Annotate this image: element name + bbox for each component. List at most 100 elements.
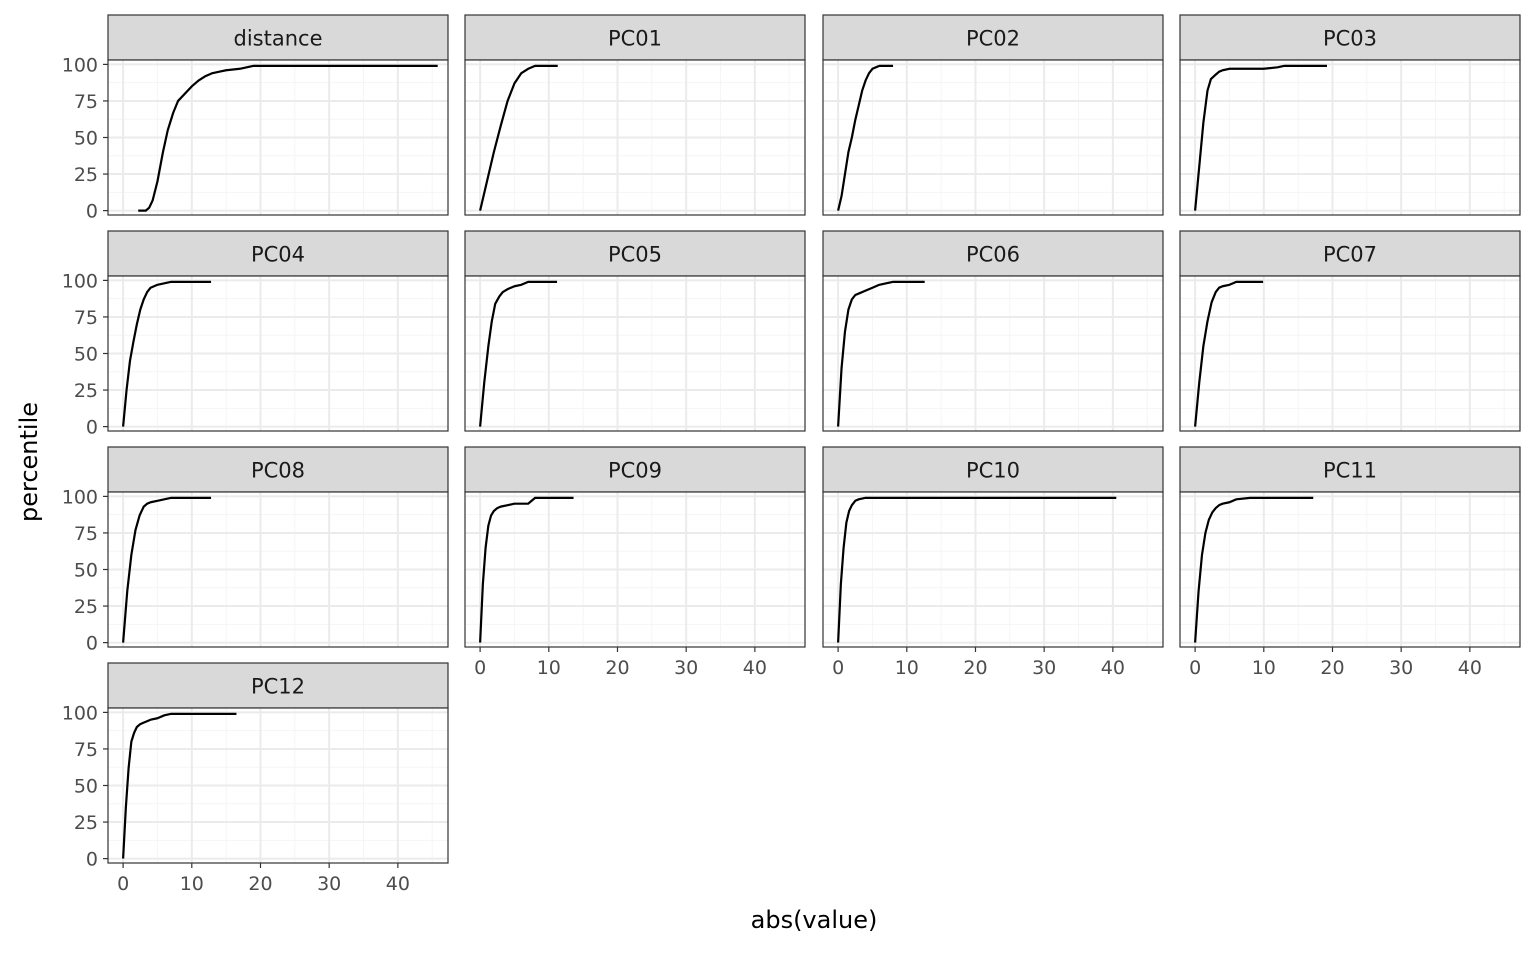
x-tick-label: 30	[1032, 657, 1056, 679]
facet-panel: PC03	[1179, 14, 1521, 216]
x-tick-label: 10	[895, 657, 919, 679]
x-tick-label: 10	[537, 657, 561, 679]
x-tick-label: 30	[674, 657, 698, 679]
facet-panel: PC06	[822, 230, 1164, 432]
x-tick-label: 10	[180, 873, 204, 895]
series-line-PC04	[122, 280, 212, 427]
y-tick-label: 100	[62, 702, 98, 724]
x-tick-label: 20	[605, 657, 629, 679]
facet-panel: PC02	[822, 14, 1164, 216]
facet-strip	[464, 230, 806, 277]
panel-border	[822, 59, 1164, 216]
facet-strip-label: PC01	[608, 27, 662, 51]
x-tick-label: 10	[1252, 657, 1276, 679]
x-tick-label: 20	[1320, 657, 1344, 679]
facet-panel: PC12 0 25 50 75 100 0 10 20 30 40	[62, 662, 449, 895]
facet-strip-label: distance	[234, 27, 323, 51]
y-tick-label: 25	[74, 164, 98, 186]
y-tick-label: 100	[62, 270, 98, 292]
series-line-PC07	[1194, 280, 1264, 427]
y-tick-label: 50	[74, 344, 98, 366]
facet-strip	[822, 446, 1164, 493]
series-line-PC03	[1194, 64, 1327, 211]
x-tick-label: 20	[248, 873, 272, 895]
facet-strip-label: PC07	[1323, 243, 1377, 267]
y-tick-label: 75	[74, 307, 98, 329]
facet-strip-label: PC04	[251, 243, 305, 267]
x-tick-label: 0	[1189, 657, 1201, 679]
x-tick-label: 40	[1458, 657, 1482, 679]
series-line-distance	[138, 64, 438, 212]
facet-strip	[107, 446, 449, 493]
facet-strip	[1179, 446, 1521, 493]
facet-strip-label: PC02	[966, 27, 1020, 51]
y-tick-label: 50	[74, 560, 98, 582]
x-tick-label: 30	[317, 873, 341, 895]
facet-strip-label: PC08	[251, 459, 305, 483]
y-tick-label: 75	[74, 523, 98, 545]
series-line-PC11	[1194, 496, 1314, 643]
panel-border	[1179, 275, 1521, 432]
facet-panel: PC05	[464, 230, 806, 432]
x-axis-title: abs(value)	[751, 906, 878, 934]
y-tick-label: 0	[86, 633, 98, 655]
facet-strip-label: PC03	[1323, 27, 1377, 51]
y-tick-label: 0	[86, 417, 98, 439]
y-tick-label: 50	[74, 128, 98, 150]
panel-border	[464, 491, 806, 648]
facet-strip	[107, 230, 449, 277]
x-tick-label: 20	[963, 657, 987, 679]
series-line-PC01	[479, 64, 558, 211]
series-line-PC10	[837, 496, 1117, 643]
x-tick-label: 0	[117, 873, 129, 895]
y-tick-label: 100	[62, 54, 98, 76]
facet-strip-label: PC11	[1323, 459, 1377, 483]
panel-border	[1179, 491, 1521, 648]
facet-strip-label: PC10	[966, 459, 1020, 483]
x-tick-label: 0	[474, 657, 486, 679]
series-line-PC12	[122, 712, 237, 859]
facet-strip-label: PC12	[251, 675, 305, 699]
facet-panel: PC09 0 10 20 30 40	[464, 446, 806, 679]
series-line-PC05	[479, 280, 558, 427]
facet-panel: PC10 0 10 20 30 40	[822, 446, 1164, 679]
series-line-PC02	[837, 64, 894, 211]
y-tick-label: 25	[74, 596, 98, 618]
facet-strip-label: PC05	[608, 243, 662, 267]
y-axis-title: percentile	[15, 402, 43, 522]
x-tick-label: 30	[1389, 657, 1413, 679]
y-tick-label: 25	[74, 380, 98, 402]
series-line-PC08	[122, 496, 212, 643]
x-tick-label: 40	[386, 873, 410, 895]
facet-strip	[107, 662, 449, 709]
facet-strip	[822, 230, 1164, 277]
facet-panel: distance 0 25 50 75 100	[62, 14, 449, 223]
facet-panel: PC07	[1179, 230, 1521, 432]
x-tick-label: 40	[743, 657, 767, 679]
facet-strip	[464, 446, 806, 493]
y-tick-label: 0	[86, 201, 98, 223]
y-tick-label: 100	[62, 486, 98, 508]
series-line-PC06	[837, 280, 925, 427]
panel-border	[464, 59, 806, 216]
facet-strip	[107, 14, 449, 61]
x-tick-label: 40	[1101, 657, 1125, 679]
y-tick-label: 75	[74, 739, 98, 761]
facet-panel: PC04 0 25 50 75 100	[62, 230, 449, 439]
y-tick-label: 75	[74, 91, 98, 113]
panel-border	[1179, 59, 1521, 216]
facet-panel: PC01	[464, 14, 806, 216]
panel-border	[822, 491, 1164, 648]
facet-panel: PC08 0 25 50 75 100	[62, 446, 449, 655]
y-tick-label: 50	[74, 776, 98, 798]
panel-border	[464, 275, 806, 432]
panel-border	[822, 275, 1164, 432]
series-line-PC09	[479, 496, 574, 643]
facet-panel: PC11 0 10 20 30 40	[1179, 446, 1521, 679]
facet-strip-label: PC06	[966, 243, 1020, 267]
facet-strip-label: PC09	[608, 459, 662, 483]
y-tick-label: 25	[74, 812, 98, 834]
